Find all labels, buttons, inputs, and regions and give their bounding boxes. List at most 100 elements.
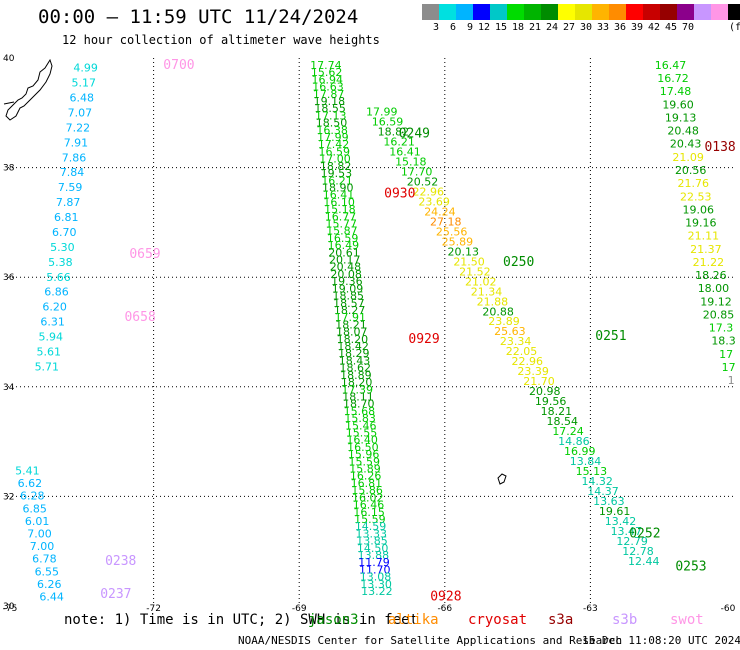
wave-height-value: 16.59	[327, 232, 359, 245]
pass-time-label: 0238	[105, 554, 136, 569]
wave-height-value: 18.21	[335, 318, 367, 331]
wave-height-value: 20.85	[703, 308, 735, 321]
scale-swatch	[524, 4, 541, 20]
scale-swatch	[575, 4, 592, 20]
wave-height-value: 7.00	[30, 540, 55, 553]
x-tick-label: -69	[292, 604, 307, 614]
y-tick-label: 34	[3, 383, 15, 393]
scale-label: 27	[562, 22, 575, 33]
wave-height-value: 6.48	[70, 92, 95, 105]
wave-height-value: 21.11	[688, 230, 720, 243]
wave-height-value: 18.89	[340, 369, 372, 382]
wave-height-value: 18.54	[547, 415, 579, 428]
wave-height-value: 16.99	[564, 445, 596, 458]
scale-label: 15	[494, 22, 507, 33]
wave-height-value: 21.22	[693, 256, 725, 269]
x-tick-label: -72	[146, 604, 161, 614]
wave-height-value: 17	[719, 348, 733, 361]
wave-height-value: 13.22	[361, 585, 393, 598]
wave-height-value: 25.63	[494, 325, 526, 338]
wave-height-value: 21.76	[677, 177, 709, 190]
wave-height-value: 12.78	[622, 545, 654, 558]
wave-height-value: 19.16	[685, 217, 717, 230]
wave-height-value: 17.42	[318, 138, 350, 151]
wave-height-value: 17.74	[310, 59, 342, 72]
generated-timestamp: 15 Dec 11:08:20 UTC 2024	[582, 634, 740, 647]
wave-height-value: 21.70	[523, 375, 555, 388]
footer-note: note: 1) Time is in UTC; 2) SWH is in fe…	[64, 612, 419, 628]
wave-height-value: 22.05	[506, 345, 538, 358]
wave-height-value: 13.42	[605, 515, 637, 528]
wave-height-value: 21.52	[459, 265, 491, 278]
wave-height-value: 17.39	[342, 383, 374, 396]
axis-tick-labels: -75 -72 -69 -66 -63 -60 40 38 36 34 32 30	[3, 54, 736, 614]
wave-height-value: 20.52	[407, 175, 439, 188]
wave-height-value: 21.88	[477, 295, 509, 308]
pass-time-label: 0251	[595, 329, 626, 344]
wave-height-value: 16.38	[316, 124, 348, 137]
scale-label: 39	[630, 22, 643, 33]
wave-height-value: 16.41	[389, 145, 421, 158]
wave-height-value: 17.00	[319, 153, 351, 166]
wave-height-value: 15.46	[345, 419, 377, 432]
wave-height-value: 23.69	[418, 195, 450, 208]
wave-height-value: 13.33	[356, 527, 388, 540]
wave-height-value: 5.38	[48, 256, 73, 269]
wave-height-value: 1	[728, 374, 735, 387]
wave-height-value: 18.85	[332, 290, 364, 303]
legend-jason3: jason3	[308, 612, 359, 628]
wave-height-value: 7.86	[62, 151, 87, 164]
scale-swatch	[643, 4, 660, 20]
wave-height-value: 12.44	[628, 555, 660, 568]
wave-height-value: 15.86	[351, 484, 383, 497]
wave-height-value: 7.84	[60, 166, 85, 179]
wave-height-value: 6.26	[37, 578, 62, 591]
scale-swatch	[473, 4, 490, 20]
wave-height-value: 15.13	[576, 465, 608, 478]
wave-height-value: 17.99	[317, 131, 349, 144]
wave-height-value: 15.62	[311, 66, 343, 79]
scale-unit-label: (ft)	[729, 22, 740, 33]
x-tick-label: -60	[721, 604, 736, 614]
wave-height-value: 20.13	[447, 245, 479, 258]
scale-label: 21	[528, 22, 541, 33]
wave-height-value: 18.20	[337, 333, 369, 346]
wave-height-value: 5.61	[37, 345, 62, 358]
scale-swatch	[609, 4, 626, 20]
wave-height-value: 18.70	[343, 398, 375, 411]
scale-swatch	[558, 4, 575, 20]
scale-label: 24	[545, 22, 558, 33]
wave-height-value: 19.53	[321, 167, 353, 180]
wave-height-value: 18.50	[316, 117, 348, 130]
wave-height-value: 17.91	[335, 311, 367, 324]
wave-height-value: 16.46	[353, 499, 385, 512]
wave-height-value: 7.00	[27, 528, 52, 541]
wave-height-value: 24.24	[424, 205, 456, 218]
y-tick-label: 38	[3, 164, 15, 174]
legend-swot: swot	[670, 612, 704, 628]
coastline	[3, 58, 507, 485]
wave-height-value: 16.50	[347, 441, 379, 454]
scale-swatch	[422, 4, 439, 20]
wave-height-value: 6.31	[40, 316, 65, 329]
wave-height-value: 16.21	[383, 135, 415, 148]
wave-height-value: 19.09	[332, 282, 364, 295]
scale-label: 70	[681, 22, 694, 33]
wave-height-value: 11.70	[359, 563, 391, 576]
wave-height-value: 15.87	[326, 225, 358, 238]
scale-label: 33	[596, 22, 609, 33]
wave-height-value: 23.89	[488, 315, 520, 328]
wave-height-value: 25.89	[442, 235, 474, 248]
scale-label: 45	[664, 22, 677, 33]
scale-swatch	[711, 4, 728, 20]
pass-time-label: 0659	[129, 247, 160, 262]
chart-subtitle: 12 hour collection of altimeter wave hei…	[62, 33, 380, 47]
wave-height-value: 6.78	[32, 553, 57, 566]
wave-height-value: 21.34	[471, 285, 503, 298]
wave-height-value: 12.79	[616, 535, 648, 548]
scale-label: 6	[449, 22, 456, 33]
wave-height-value: 19.18	[314, 95, 346, 108]
wave-height-value: 18.20	[341, 376, 373, 389]
scale-label: 3	[432, 22, 439, 33]
wave-height-value: 18.55	[314, 102, 346, 115]
